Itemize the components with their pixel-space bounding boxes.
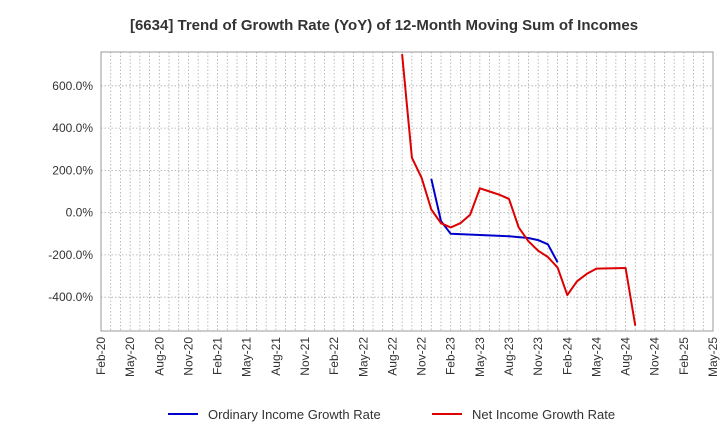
x-tick-label: May-20 — [123, 337, 137, 377]
x-tick-label: Nov-21 — [298, 337, 312, 376]
x-tick-label: Feb-25 — [677, 337, 691, 375]
y-tick-label: -200.0% — [48, 248, 93, 262]
y-tick-label: 400.0% — [52, 121, 93, 135]
x-tick-label: Feb-23 — [444, 337, 458, 375]
x-tick-label: Aug-20 — [152, 337, 166, 376]
x-tick-label: Aug-24 — [619, 337, 633, 376]
x-tick-label: May-25 — [706, 337, 720, 377]
legend: Ordinary Income Growth Rate Net Income Gr… — [168, 407, 615, 422]
x-tick-label: Nov-20 — [181, 337, 195, 376]
x-tick-label: Nov-23 — [531, 337, 545, 376]
x-tick-label: May-24 — [589, 337, 603, 377]
plot-area — [100, 51, 714, 332]
x-tick-label: Aug-23 — [502, 337, 516, 376]
x-tick-label: Feb-20 — [94, 337, 108, 375]
x-tick-label: Aug-22 — [385, 337, 399, 376]
series-line — [401, 54, 637, 326]
y-tick-label: 0.0% — [66, 206, 94, 220]
x-tick-label: Aug-21 — [269, 337, 283, 376]
chart-title: [6634] Trend of Growth Rate (YoY) of 12-… — [130, 17, 638, 34]
x-axis: Feb-20 May-20 Aug-20 Nov-20 Feb-21 May-21 Aug-… — [94, 337, 720, 377]
x-tick-label: Nov-24 — [648, 337, 662, 376]
x-tick-label: May-23 — [473, 337, 487, 377]
legend-label: Ordinary Income Growth Rate — [208, 407, 381, 422]
x-tick-label: Feb-24 — [560, 337, 574, 375]
grid — [100, 52, 714, 331]
y-tick-label: 600.0% — [52, 79, 93, 93]
x-tick-label: Nov-22 — [415, 337, 429, 376]
y-tick-label: -400.0% — [48, 290, 93, 304]
y-tick-label: 200.0% — [52, 163, 93, 177]
x-tick-label: May-21 — [240, 337, 254, 377]
x-tick-label: May-22 — [356, 337, 370, 377]
y-axis: 600.0% 400.0% 200.0% 0.0% -200.0% -400.0% — [48, 79, 93, 304]
x-tick-label: Feb-22 — [327, 337, 341, 375]
series-line — [430, 178, 559, 263]
x-tick-label: Feb-21 — [211, 337, 225, 375]
legend-label: Net Income Growth Rate — [472, 407, 615, 422]
series-lines — [401, 54, 637, 326]
